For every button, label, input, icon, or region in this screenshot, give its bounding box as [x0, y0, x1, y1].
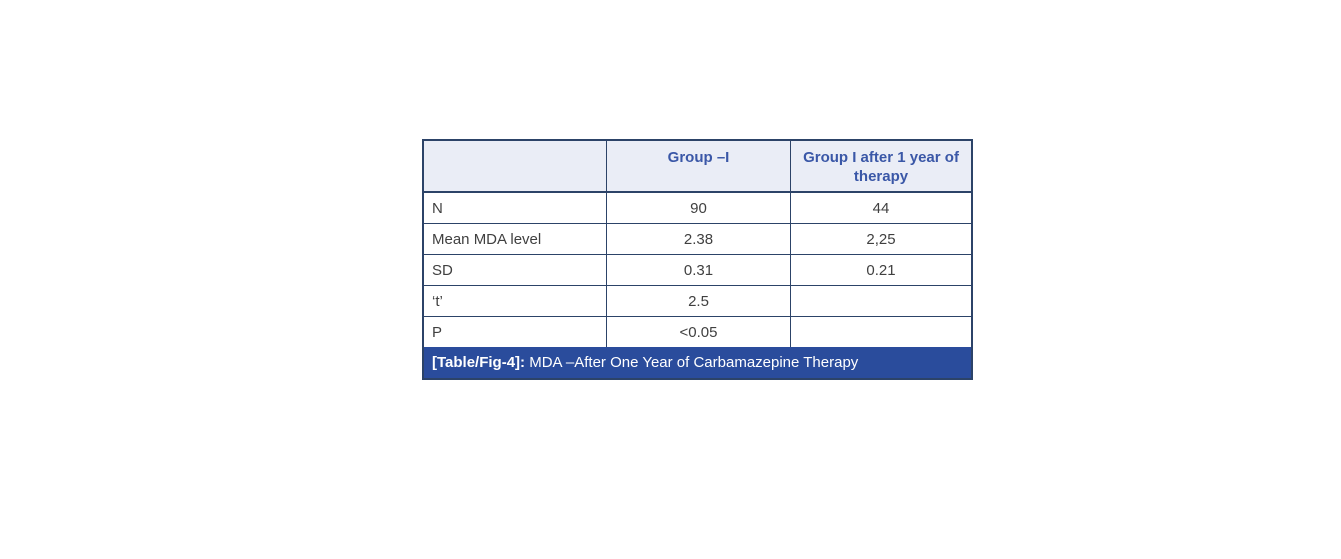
- table-caption: [Table/Fig-4]: MDA –After One Year of Ca…: [424, 347, 971, 378]
- table-fig-4: Group –I Group I after 1 year of therapy…: [422, 139, 973, 380]
- table-row-sd: SD 0.31 0.21: [424, 254, 971, 285]
- cell-value: 0.31: [607, 255, 791, 285]
- row-label: SD: [424, 255, 607, 285]
- table-row-n: N 90 44: [424, 193, 971, 223]
- cell-value: <0.05: [607, 317, 791, 347]
- cell-value: 2,25: [866, 230, 896, 248]
- row-label: ‘t’: [424, 286, 607, 316]
- caption-tag: [Table/Fig-4]:: [432, 354, 526, 371]
- cell-value: 0.21: [866, 261, 896, 279]
- row-label: Mean MDA level: [424, 224, 607, 254]
- cell-value: 2.5: [607, 286, 791, 316]
- cell-value: 2.38: [607, 224, 791, 254]
- row-label: N: [424, 193, 607, 223]
- header-cell-group1: Group –I: [607, 141, 791, 191]
- table-row-p: P <0.05: [424, 316, 971, 347]
- cell-value: [791, 286, 971, 316]
- table-row-mean-mda: Mean MDA level 2.38 2,25: [424, 223, 971, 254]
- header-cell-empty: [424, 141, 607, 191]
- cell-value: 90: [607, 193, 791, 223]
- row-label: P: [424, 317, 607, 347]
- caption-text: MDA –After One Year of Carbamazepine The…: [525, 354, 859, 371]
- cell-value: 44: [872, 199, 890, 217]
- cell-value: [791, 317, 971, 347]
- header-cell-group1-after-therapy: Group I after 1 year of therapy: [803, 149, 959, 185]
- table-header-row: Group –I Group I after 1 year of therapy: [424, 141, 971, 193]
- table-row-t: ‘t’ 2.5: [424, 285, 971, 316]
